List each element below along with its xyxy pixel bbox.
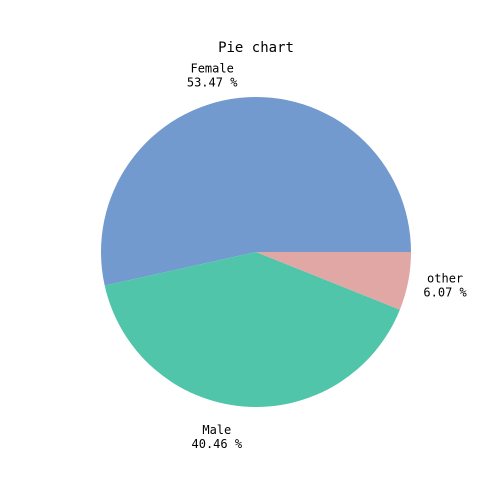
pie-slice-male [104,252,400,407]
pie-label-male: Male 40.46 % [192,423,243,451]
pie-label-other: other 6.07 % [423,271,467,299]
pie-label-percent: 40.46 % [192,437,243,451]
pie-label-percent: 6.07 % [423,285,467,299]
pie-label-name: other [427,271,463,285]
chart-title: Pie chart [218,40,294,56]
pie-label-female: Female 53.47 % [187,62,238,90]
pie-label-percent: 53.47 % [187,76,238,90]
pie-label-name: Male [202,423,231,437]
pie-slice-other [256,252,411,310]
pie-labels: Female 53.47 % Male 40.46 % other 6.07 % [187,62,468,451]
pie-slices [100,97,411,407]
pie-label-name: Female [190,62,233,76]
pie-slice-female [100,97,411,286]
